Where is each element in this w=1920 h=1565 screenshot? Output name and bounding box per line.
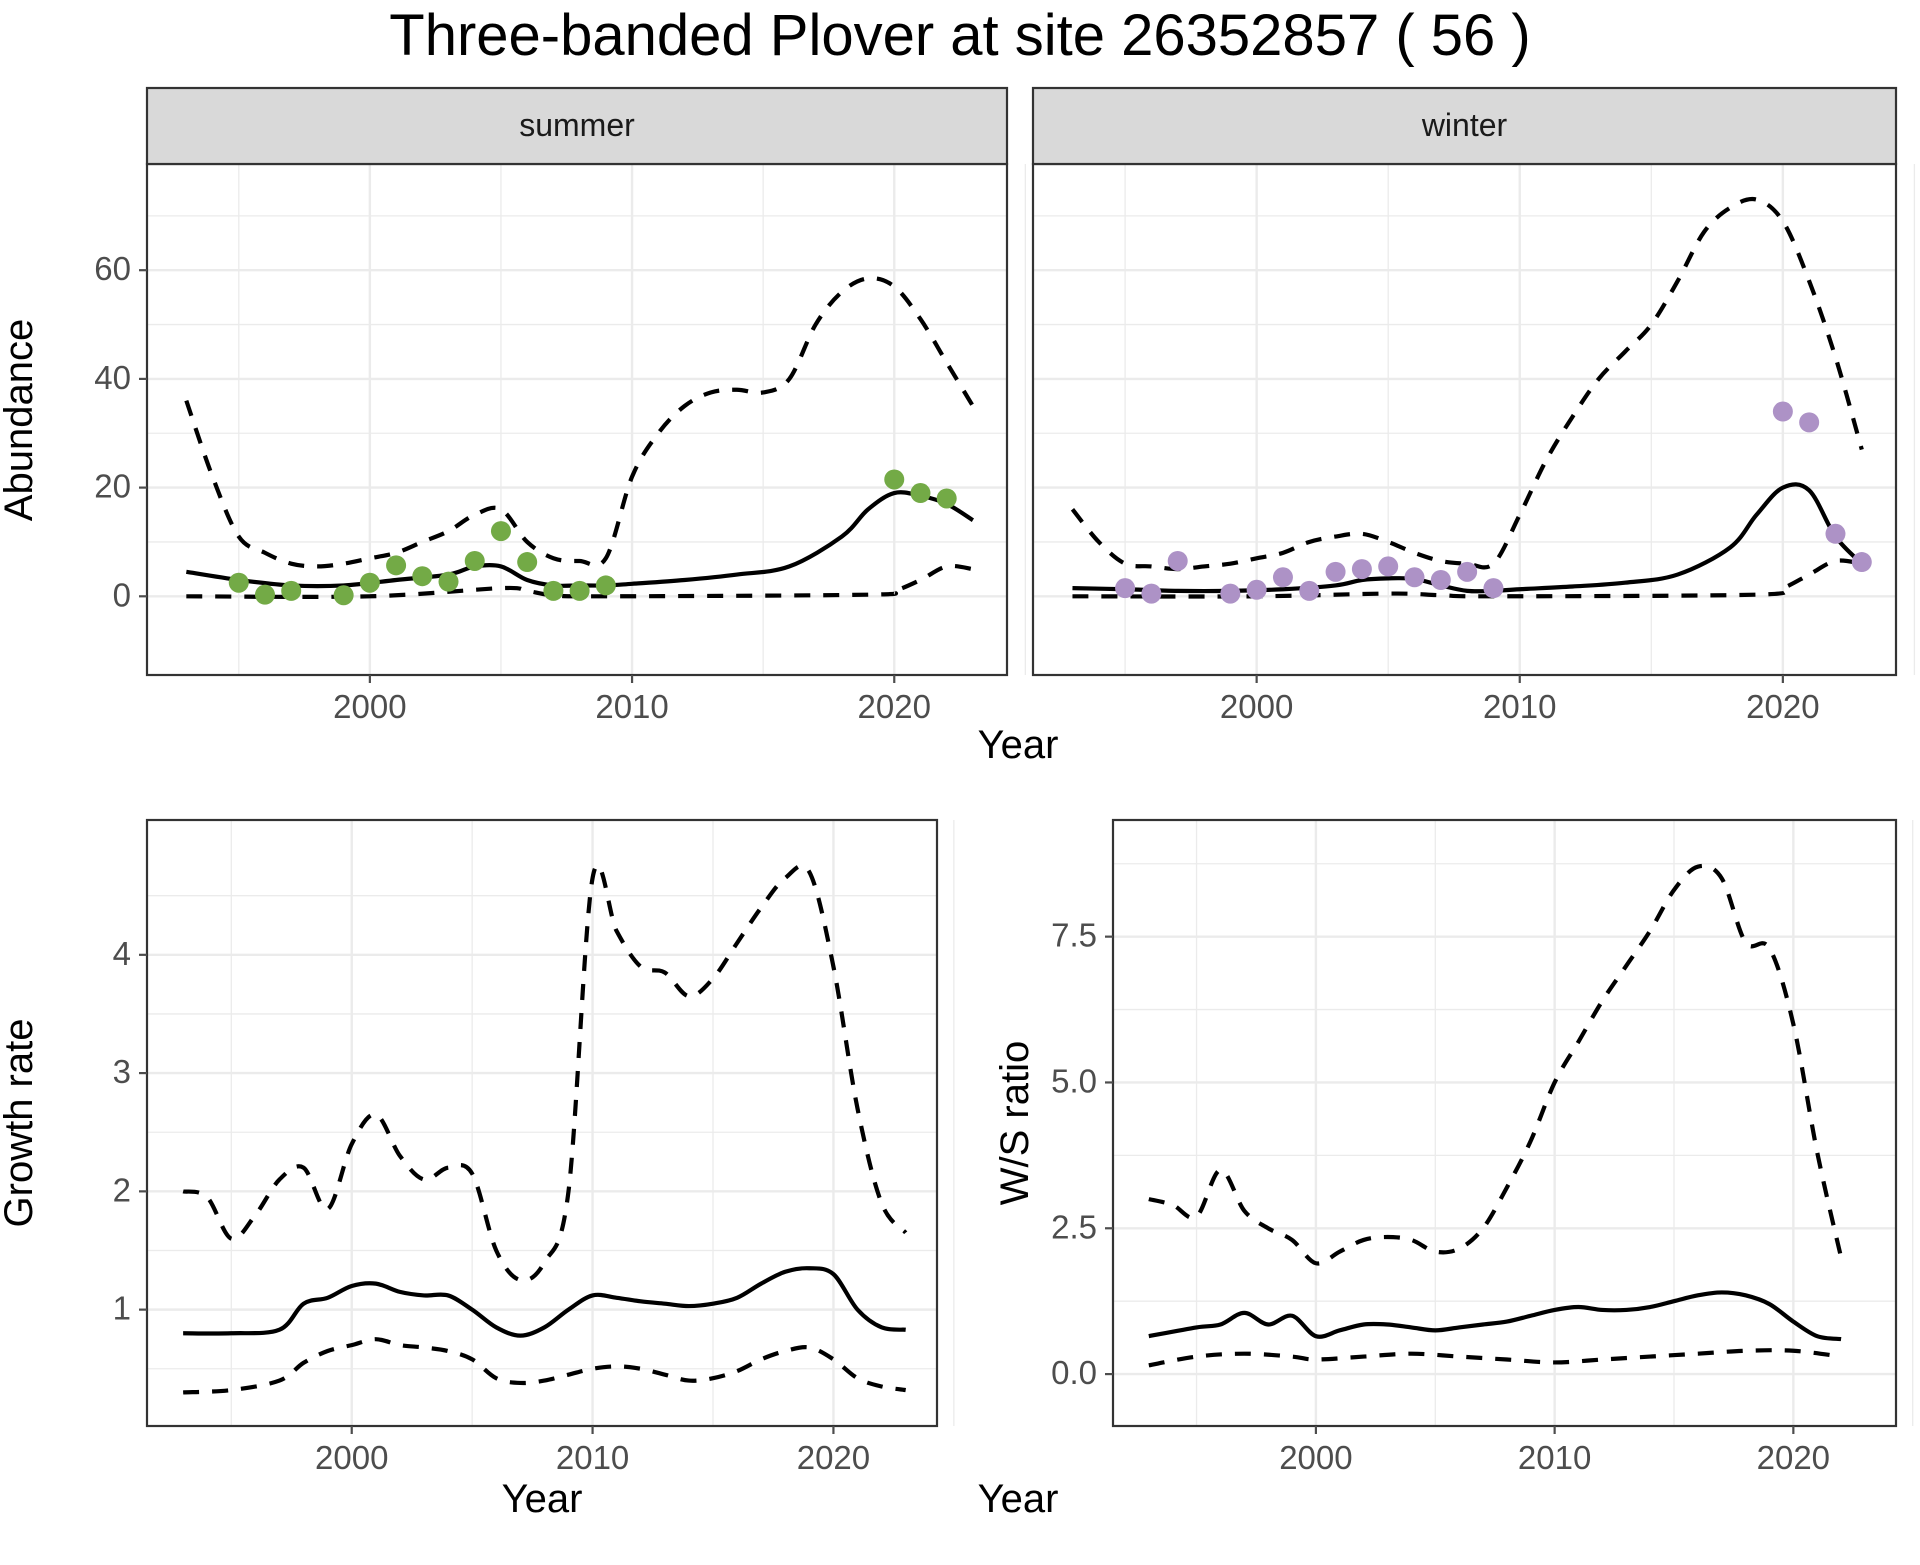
svg-text:4: 4 (113, 935, 131, 972)
svg-text:20: 20 (94, 468, 131, 505)
svg-text:Growth rate: Growth rate (0, 1019, 41, 1228)
svg-text:60: 60 (94, 250, 131, 287)
svg-text:W/S ratio: W/S ratio (993, 1041, 1037, 1205)
svg-text:2000: 2000 (1279, 1439, 1352, 1476)
svg-text:5.0: 5.0 (1051, 1062, 1097, 1099)
svg-text:7.5: 7.5 (1051, 917, 1097, 954)
svg-text:Year: Year (978, 1477, 1059, 1521)
svg-text:2020: 2020 (858, 688, 931, 725)
svg-text:0.0: 0.0 (1051, 1354, 1097, 1391)
svg-text:2010: 2010 (1518, 1439, 1591, 1476)
svg-text:Year: Year (978, 723, 1059, 767)
svg-text:Year: Year (502, 1477, 583, 1521)
svg-text:2: 2 (113, 1171, 131, 1208)
svg-text:40: 40 (94, 359, 131, 396)
svg-text:2.5: 2.5 (1051, 1208, 1097, 1245)
svg-text:Abundance: Abundance (0, 319, 41, 521)
svg-text:0: 0 (113, 576, 131, 613)
svg-text:2020: 2020 (797, 1439, 870, 1476)
svg-text:winter: winter (1421, 107, 1508, 143)
svg-text:2000: 2000 (1220, 688, 1293, 725)
svg-text:2020: 2020 (1757, 1439, 1830, 1476)
svg-text:1: 1 (113, 1290, 131, 1327)
svg-text:3: 3 (113, 1053, 131, 1090)
svg-text:2000: 2000 (333, 688, 406, 725)
svg-text:2010: 2010 (556, 1439, 629, 1476)
svg-text:2000: 2000 (315, 1439, 388, 1476)
svg-text:2010: 2010 (595, 688, 668, 725)
svg-text:summer: summer (519, 107, 635, 143)
svg-text:2010: 2010 (1483, 688, 1556, 725)
svg-text:2020: 2020 (1746, 688, 1819, 725)
